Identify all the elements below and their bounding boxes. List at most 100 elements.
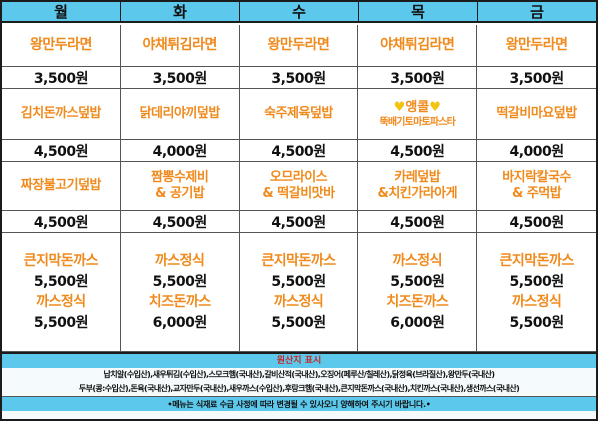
dish-name-line2: & 공기밥 (155, 186, 205, 201)
cutlet-cell: 까스정식 5,500원 치즈돈까스 6,000원 (358, 233, 478, 352)
price-cell: 4,000원 (477, 140, 596, 162)
origin-section: 원산지 표시 납치알(수입산),새우튀김(수입산),스모크햄(국내산),갈비산적… (2, 352, 596, 419)
price: 4,500원 (390, 143, 445, 160)
dish-cell: 왕만두라면 (2, 25, 121, 67)
dish-cell: 김치돈까스덮밥 (2, 89, 121, 140)
day-thu: 목 (359, 2, 478, 21)
price: 3,500원 (33, 70, 89, 87)
price-cell: 4,500원 (239, 211, 359, 233)
dish-name: 숙주제육덮밥 (264, 106, 333, 121)
dish-cell: 야채튀김라면 (120, 25, 240, 67)
dish-cell: 오므라이스 & 떡갈비맛바 (239, 162, 359, 211)
dish-cell: 야채튀김라면 (358, 25, 478, 67)
price-cell: 4,500원 (2, 211, 121, 233)
price: 3,500원 (509, 70, 565, 87)
price-cell: 4,500원 (239, 140, 359, 162)
dish-name-line2: & 주먹밥 (511, 186, 562, 201)
cutlet-price-2: 5,500원 (33, 315, 89, 331)
cutlet-price-1: 5,500원 (390, 274, 445, 290)
cutlet-price-1: 5,500원 (33, 274, 89, 290)
origin-title: 원산지 표시 (2, 354, 596, 368)
menu-change-notice: •메뉴는 식재료 수급 사정에 따라 변경될 수 있사오니 양해하여 주시기 바… (2, 396, 596, 411)
dish-cell: 떡갈비마요덮밥 (477, 89, 596, 140)
dish-cell: 바지락칼국수 & 주먹밥 (477, 162, 596, 211)
cutlet-name-2: 까스정식 (511, 294, 562, 310)
cutlet-cell: 까스정식 5,500원 치즈돈까스 6,000원 (120, 233, 240, 352)
price-cell: 3,500원 (358, 67, 478, 89)
cutlet-name-1: 까스정식 (154, 253, 205, 269)
price: 4,000원 (152, 143, 208, 160)
dish-name: 왕만두라면 (29, 37, 92, 53)
price: 4,500원 (33, 143, 89, 160)
dish-cell: ♥앵콜♥ 뚝배기토마토파스타 (358, 89, 478, 140)
cutlet-cell: 큰지막돈까스 5,500원 까스정식 5,500원 (477, 233, 596, 352)
cutlet-name-1: 까스정식 (392, 253, 443, 269)
day-mon: 월 (2, 2, 121, 21)
price-cell: 4,500원 (120, 211, 240, 233)
price-cell: 4,000원 (120, 140, 240, 162)
day-fri: 금 (530, 3, 544, 21)
cutlet-price-1: 5,500원 (152, 274, 208, 290)
price-cell: 3,500원 (239, 67, 359, 89)
dish-name-line1: 짬뽕수제비 (151, 170, 209, 185)
dish-name-line1: 카레덮밥 (394, 170, 441, 185)
cutlet-price-2: 5,500원 (271, 315, 326, 331)
dish-name-line1: 오므라이스 (269, 170, 328, 185)
dish-cell: 짬뽕수제비 & 공기밥 (120, 162, 240, 211)
cutlet-name-2: 까스정식 (36, 294, 86, 310)
price-cell: 3,500원 (120, 67, 240, 89)
dish-name: 왕만두라면 (505, 37, 568, 53)
dish-name: 짜장불고기덮밥 (20, 178, 102, 193)
cutlet-price-2: 6,000원 (152, 315, 208, 331)
dish-name: 떡갈비마요덮밥 (496, 106, 577, 121)
cutlet-name-1: 큰지막돈까스 (23, 253, 99, 269)
dish-name: 야채튀김라면 (142, 37, 218, 53)
dish-name-line1: 바지락칼국수 (502, 170, 571, 185)
dish-name: 왕만두라면 (267, 37, 330, 53)
price: 3,500원 (152, 70, 208, 87)
price: 3,500원 (271, 70, 326, 87)
price: 4,500원 (390, 214, 445, 231)
price: 4,500원 (33, 214, 89, 231)
encore-badge: ♥앵콜♥ (393, 99, 441, 115)
dish-name: 닭데리야끼덮밥 (139, 106, 221, 121)
day-wed: 수 (240, 2, 359, 21)
price: 4,500원 (509, 214, 565, 231)
dish-cell: 카레덮밥 &치킨가라아게 (358, 162, 478, 211)
dish-name-line2: &치킨가라아게 (377, 186, 458, 201)
cutlet-name-2: 까스정식 (273, 294, 324, 310)
price: 4,500원 (271, 214, 326, 231)
cutlet-cell: 큰지막돈까스 5,500원 까스정식 5,500원 (2, 233, 121, 352)
dish-cell: 짜장불고기덮밥 (2, 162, 121, 211)
menu-grid: 왕만두라면 야채튀김라면 왕만두라면 야채튀김라면 왕만두라면 3,500원 3… (2, 25, 596, 352)
dish-name: 야채튀김라면 (380, 37, 455, 53)
weekday-header: 월 화 수 목 금 (2, 2, 596, 23)
price: 4,500원 (271, 143, 326, 160)
cutlet-name-2: 치즈돈까스 (148, 294, 211, 310)
cutlet-cell: 큰지막돈까스 5,500원 까스정식 5,500원 (239, 233, 359, 352)
cutlet-price-2: 5,500원 (509, 315, 565, 331)
price-cell: 4,500원 (358, 140, 478, 162)
cutlet-name-2: 치즈돈까스 (386, 294, 449, 310)
cutlet-name-1: 큰지막돈까스 (499, 253, 574, 269)
cutlet-name-1: 큰지막돈까스 (261, 253, 336, 269)
dish-cell: 왕만두라면 (477, 25, 596, 67)
price: 4,500원 (152, 214, 208, 231)
cutlet-price-2: 6,000원 (390, 315, 445, 331)
cutlet-price-1: 5,500원 (509, 274, 565, 290)
price-cell: 4,500원 (477, 211, 596, 233)
price: 4,000원 (509, 143, 565, 160)
price-cell: 4,500원 (2, 140, 121, 162)
cutlet-price-1: 5,500원 (271, 274, 326, 290)
dish-name-line2: & 떡갈비맛바 (262, 186, 335, 201)
price: 3,500원 (390, 70, 445, 87)
price-cell: 4,500원 (358, 211, 478, 233)
dish-cell: 왕만두라면 (239, 25, 359, 67)
dish-cell: 닭데리야끼덮밥 (120, 89, 240, 140)
origin-line-1: 납치알(수입산),새우튀김(수입산),스모크햄(국내산),갈비산적(국내산),오… (103, 370, 496, 379)
origin-line-2: 두부(콩:수입산),돈육(국내산),교자만두(국내산),새우까스(수입산),후랑… (78, 384, 520, 393)
dish-name: 뚝배기토마토파스타 (379, 116, 456, 128)
dish-name: 김치돈까스덮밥 (20, 106, 102, 121)
price-cell: 3,500원 (477, 67, 596, 89)
